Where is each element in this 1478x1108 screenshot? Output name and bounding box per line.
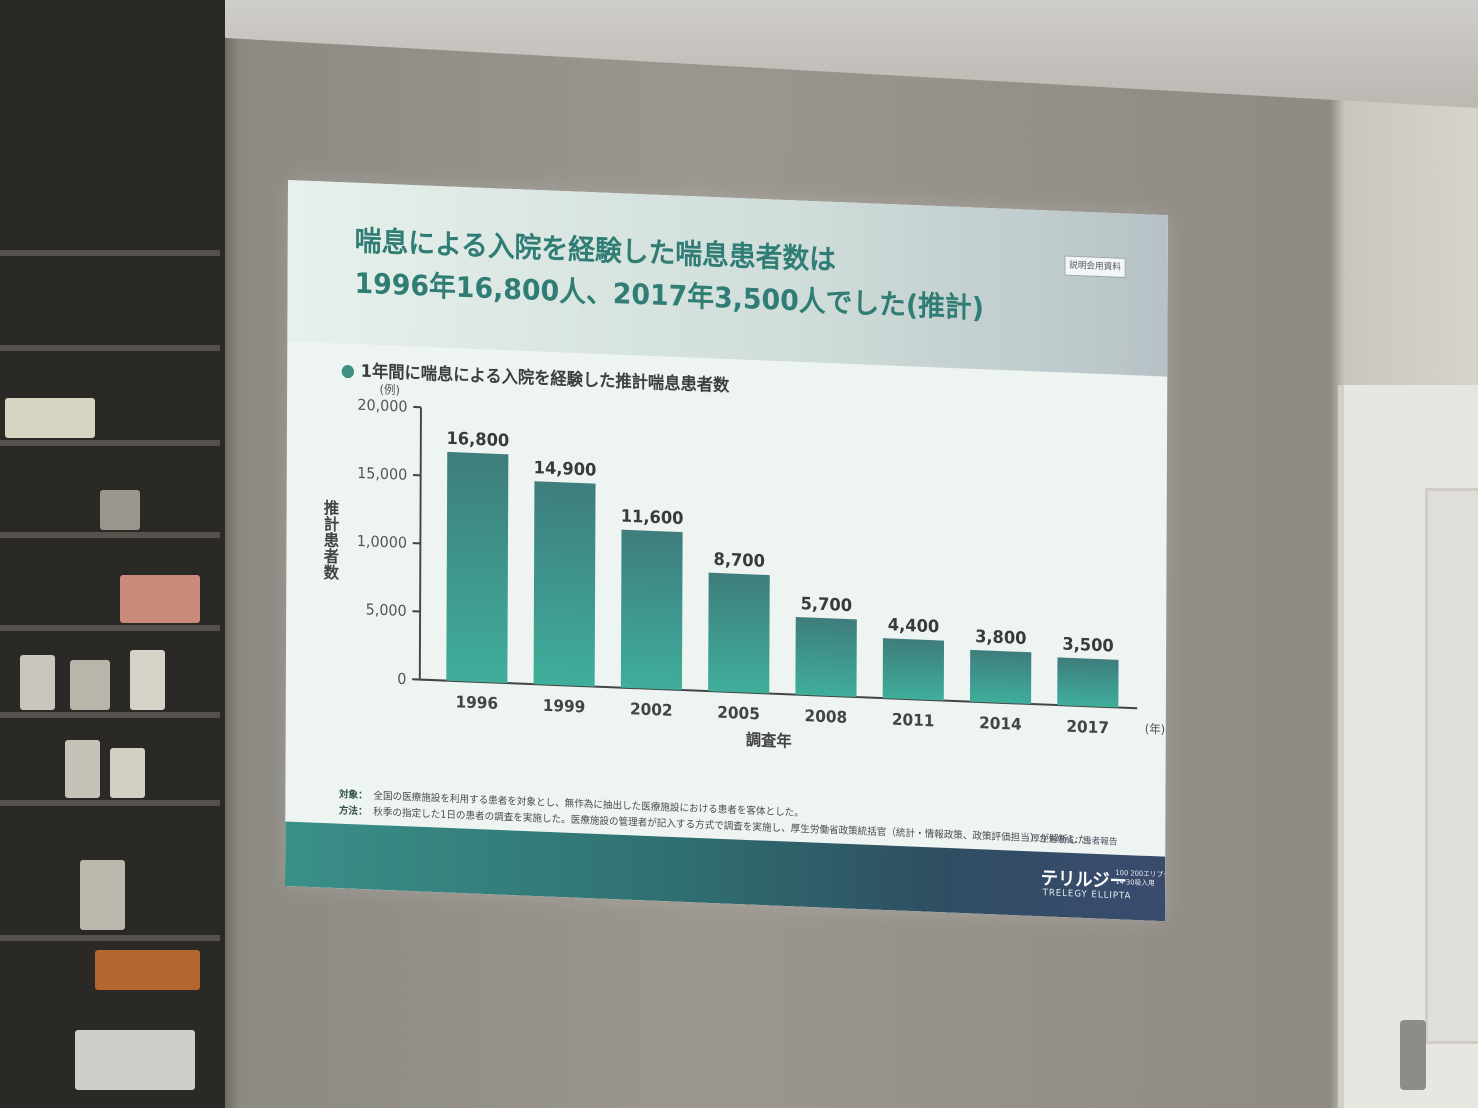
y-tick-label: 15,000 — [357, 464, 407, 483]
footnote-method-label: 方法： — [338, 805, 368, 818]
background-shelves — [0, 0, 225, 1108]
shelf — [0, 625, 220, 631]
box — [95, 950, 200, 990]
x-tick-label-1996: 1996 — [455, 692, 498, 713]
y-tick-label: 1,0000 — [357, 533, 407, 552]
y-axis-line — [418, 407, 422, 680]
x-tick-label-2008: 2008 — [805, 706, 848, 727]
shelf — [0, 935, 220, 941]
bar-2014 — [969, 649, 1032, 705]
x-tick-label-2005: 2005 — [717, 702, 760, 723]
bar-2011 — [882, 638, 945, 701]
door-handle — [1400, 1020, 1426, 1090]
data-label-2008: 5,700 — [801, 593, 852, 616]
bar-2002 — [620, 529, 683, 691]
footnote-target-label: 対象： — [338, 789, 368, 802]
bar-1996 — [446, 451, 509, 684]
bottle — [110, 748, 145, 798]
door-panel — [1425, 488, 1478, 1044]
bottle — [130, 650, 165, 710]
data-label-2005: 8,700 — [713, 548, 764, 571]
material-badge: 説明会用資料 — [1064, 255, 1126, 279]
y-unit-label: (例) — [380, 382, 400, 397]
projected-slide: 喘息による入院を経験した喘息患者数は 1996年16,800人、2017年3,5… — [258, 180, 1198, 922]
x-tick-label-2017: 2017 — [1066, 716, 1109, 737]
source-note: 厚生労働省：患者報告 — [1031, 834, 1118, 848]
bottle — [20, 655, 55, 710]
bar-2017 — [1057, 657, 1119, 708]
box — [120, 575, 200, 623]
data-label-2017: 3,500 — [1062, 633, 1113, 656]
bar-2005 — [708, 572, 770, 694]
scale — [75, 1030, 195, 1090]
y-tick-label: 0 — [397, 670, 406, 688]
bottle — [70, 660, 110, 710]
x-tick-label-2011: 2011 — [892, 709, 935, 730]
bottle — [80, 860, 125, 930]
bar-2008 — [795, 616, 857, 698]
data-label-2002: 11,600 — [621, 505, 684, 528]
shelf — [0, 800, 220, 806]
shelf — [0, 532, 220, 538]
shelf — [0, 345, 220, 351]
bar-1999 — [533, 481, 596, 687]
data-label-2011: 4,400 — [888, 614, 939, 637]
x-axis-title: 調査年 — [746, 730, 792, 751]
y-tick-label: 20,000 — [357, 396, 407, 415]
x-tick-label-1999: 1999 — [543, 695, 586, 716]
slide: 喘息による入院を経験した喘息患者数は 1996年16,800人、2017年3,5… — [284, 180, 1168, 922]
ceiling — [190, 0, 1478, 108]
shelf — [0, 712, 220, 718]
bottle — [100, 490, 140, 530]
box — [5, 398, 95, 438]
data-label-2014: 3,800 — [975, 626, 1026, 649]
product-logo-meta: 100 200エリプタ 14 30吸入用 — [1115, 869, 1168, 889]
bottle — [65, 740, 100, 798]
y-axis-title: 推計患者数 — [321, 498, 340, 582]
data-label-1999: 14,900 — [534, 457, 597, 480]
shelf — [0, 440, 220, 446]
shelf — [0, 250, 220, 256]
y-tick-label: 5,000 — [366, 601, 407, 620]
data-label-1996: 16,800 — [446, 427, 509, 450]
bar-chart: 0 5,000 1,0000 15,000 20,000(例) 推計患者数 16,800 19… — [321, 382, 1165, 751]
x-tick-label-2014: 2014 — [979, 713, 1022, 734]
x-unit-label: (年) — [1145, 721, 1165, 736]
x-tick-label-2002: 2002 — [630, 699, 673, 720]
